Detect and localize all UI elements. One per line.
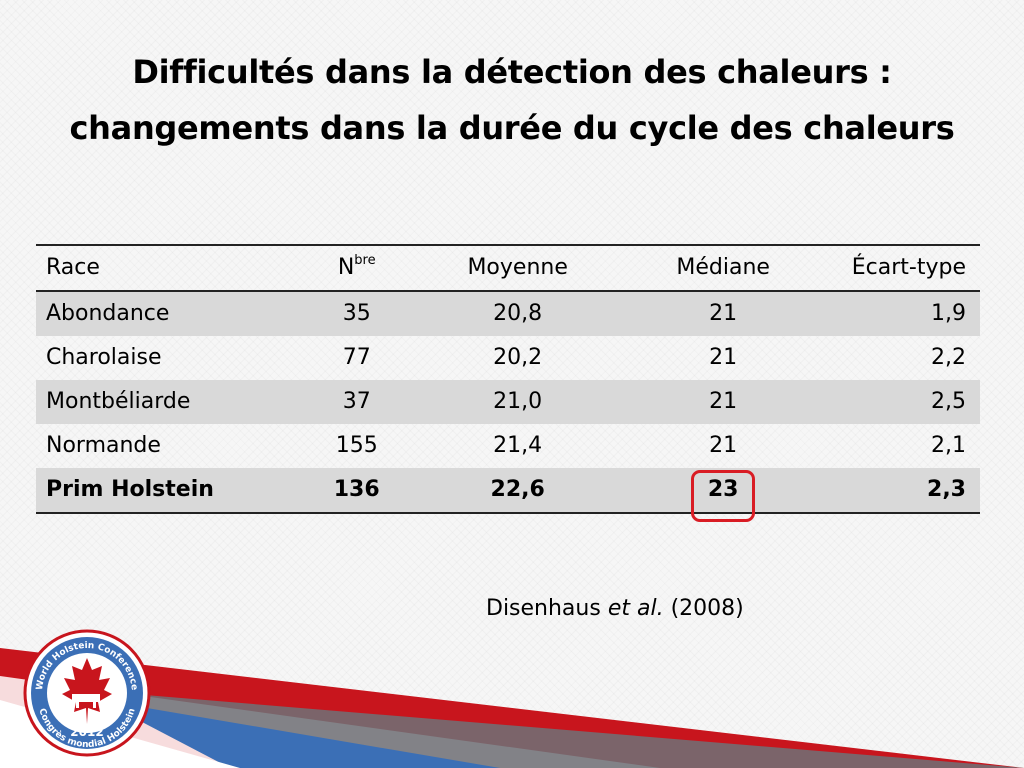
cell-count: 136 [333, 477, 380, 502]
maple-leaf-cow-icon [62, 658, 112, 724]
table-row: Abondance 35 20,8 21 1,9 [36, 291, 980, 336]
cell-race: Charolaise [46, 345, 162, 370]
cell-count: 77 [342, 345, 371, 370]
cell-race: Prim Holstein [46, 477, 214, 502]
cell-mediane-value: 23 [707, 477, 739, 502]
cell-mediane: 21 [709, 345, 738, 370]
header-count: Nbre [337, 253, 376, 280]
cell-mediane-highlighted: 23 [605, 468, 842, 522]
header-ecart-type: Écart-type [851, 255, 966, 280]
page-title: Difficultés dans la détection des chaleu… [0, 44, 1024, 156]
cell-mediane: 21 [709, 389, 738, 414]
cell-count: 35 [342, 301, 371, 326]
cell-moyenne: 22,6 [490, 477, 545, 502]
title-line-1: Difficultés dans la détection des chaleu… [132, 53, 892, 91]
citation-author: Disenhaus [486, 596, 601, 621]
table-row: Montbéliarde 37 21,0 21 2,5 [36, 380, 980, 424]
source-citation: Disenhaus et al. (2008) [486, 596, 744, 621]
cell-race: Normande [46, 433, 161, 458]
logo-year: 2012 [70, 725, 103, 739]
table-row: Charolaise 77 20,2 21 2,2 [36, 336, 980, 380]
cell-moyenne: 20,2 [493, 345, 543, 370]
citation-year: (2008) [670, 596, 744, 621]
header-mediane: Médiane [676, 255, 770, 280]
heat-cycle-table: Race Nbre Moyenne Médiane Écart-type Abo… [36, 244, 980, 522]
cell-moyenne: 21,4 [493, 433, 543, 458]
table-row: Normande 155 21,4 21 2,1 [36, 424, 980, 468]
cell-ecart-type: 2,1 [931, 433, 966, 458]
cell-moyenne: 20,8 [493, 301, 543, 326]
cell-count: 155 [335, 433, 378, 458]
cell-ecart-type: 2,3 [927, 477, 966, 502]
cell-ecart-type: 2,2 [931, 345, 966, 370]
cell-mediane: 21 [709, 433, 738, 458]
cell-moyenne: 21,0 [493, 389, 543, 414]
cell-race: Abondance [46, 301, 170, 326]
cell-mediane: 21 [709, 301, 738, 326]
table-header-row: Race Nbre Moyenne Médiane Écart-type [36, 245, 980, 291]
cell-race: Montbéliarde [46, 389, 191, 414]
cell-count: 37 [342, 389, 371, 414]
header-race: Race [46, 255, 100, 280]
conference-logo: World Holstein Conference Congrès mondia… [23, 629, 151, 757]
cell-ecart-type: 2,5 [931, 389, 966, 414]
title-line-2: changements dans la durée du cycle des c… [69, 109, 955, 147]
cell-ecart-type: 1,9 [931, 301, 966, 326]
table-row-highlighted: Prim Holstein 136 22,6 23 2,3 [36, 468, 980, 522]
citation-etal: et al. [607, 596, 664, 621]
header-moyenne: Moyenne [467, 255, 568, 280]
